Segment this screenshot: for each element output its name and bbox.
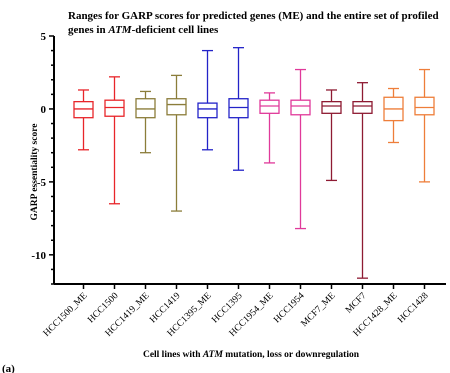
box bbox=[290, 99, 311, 116]
box bbox=[73, 100, 94, 119]
chart-title-line-2: genes in ATM-deficient cell lines bbox=[68, 24, 219, 36]
box bbox=[414, 96, 435, 116]
box bbox=[197, 102, 218, 119]
x-axis-label: Cell lines with ATM mutation, loss or do… bbox=[143, 350, 360, 360]
chart-title-line-1: Ranges for GARP scores for predicted gen… bbox=[68, 10, 439, 22]
box bbox=[352, 100, 373, 114]
panel-label: (a) bbox=[2, 363, 15, 373]
y-axis-label: GARP essentiality score bbox=[30, 124, 40, 221]
box bbox=[228, 98, 249, 119]
box bbox=[259, 99, 280, 114]
y-tick-label: 5 bbox=[41, 31, 47, 43]
plot-area: 50-5-10HCC1500_MEHCC1500HCC1419_MEHCC141… bbox=[31, 31, 446, 339]
x-tick-label: HCC1428 bbox=[396, 291, 430, 325]
box bbox=[135, 98, 156, 119]
y-tick-label: -5 bbox=[37, 177, 47, 189]
x-tick-label: MCF7_ME bbox=[300, 291, 338, 329]
box bbox=[166, 98, 187, 116]
y-tick-label: 0 bbox=[41, 104, 47, 116]
box bbox=[321, 100, 342, 114]
x-tick-label: HCC1500_ME bbox=[42, 291, 90, 339]
y-tick-label: -10 bbox=[31, 250, 46, 262]
box bbox=[104, 99, 125, 117]
x-tick-label: MCF7 bbox=[344, 291, 369, 316]
